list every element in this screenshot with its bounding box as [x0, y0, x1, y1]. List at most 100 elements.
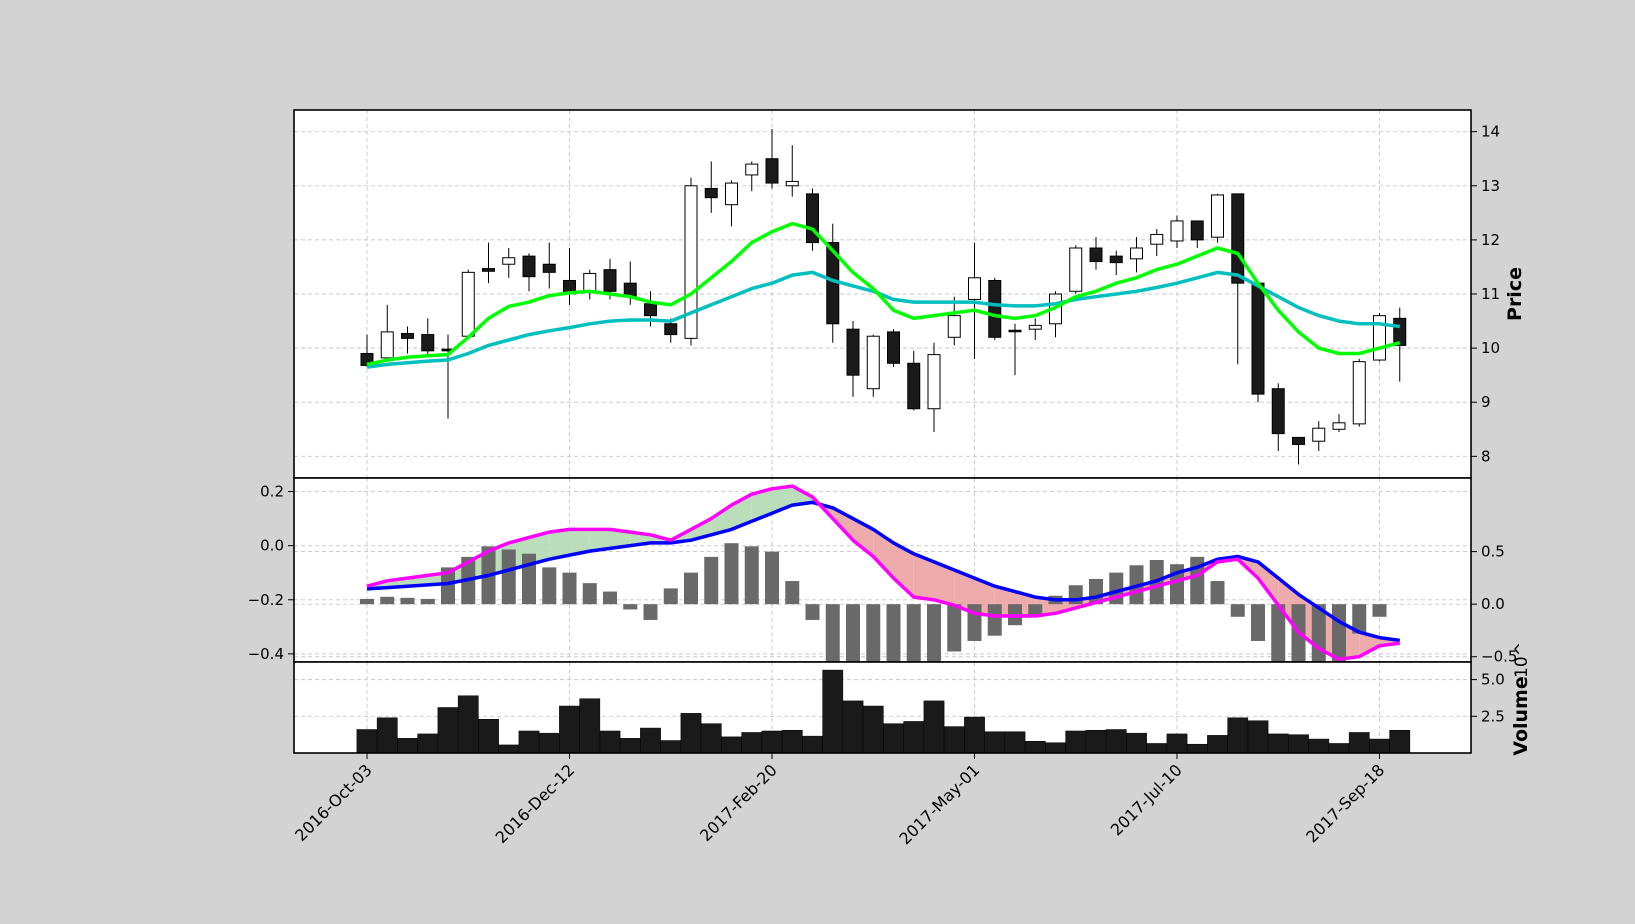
- candle-down: [1231, 193, 1245, 284]
- volume-bar: [802, 735, 823, 754]
- volume-bar: [842, 700, 864, 754]
- macd-histogram-bar: [684, 572, 698, 605]
- macd-histogram-bar: [360, 598, 374, 605]
- macd-histogram-bar: [1230, 604, 1245, 617]
- macd-fill-positive: [549, 529, 570, 560]
- candle-down: [1271, 388, 1285, 435]
- candle-up: [502, 257, 516, 265]
- candle-up: [1211, 194, 1224, 238]
- candle-up: [725, 182, 738, 206]
- volume-bar: [1146, 743, 1168, 754]
- signal-line: [366, 500, 1401, 643]
- macd-histogram-bar: [987, 604, 1002, 636]
- volume-bar: [822, 669, 844, 754]
- price-tick-label: 10: [1481, 339, 1500, 357]
- macd-left-tick-label: −0.2: [248, 591, 284, 609]
- volume-bar: [1166, 733, 1188, 754]
- volume-bar: [619, 738, 641, 754]
- price-panel: 8 9 10 11 12 13 14 Price: [293, 109, 1526, 479]
- candle-down: [887, 331, 900, 364]
- macd-histogram-bar: [724, 543, 739, 605]
- candle-down: [401, 333, 414, 339]
- candle-up: [1069, 247, 1083, 292]
- volume-bar: [1348, 732, 1370, 754]
- candle-down: [1251, 282, 1265, 395]
- volume-bar: [457, 695, 479, 754]
- volume-bar: [1227, 717, 1249, 754]
- candle-down: [704, 187, 718, 199]
- volume-bar: [1308, 738, 1330, 754]
- macd-left-tick-label: 0.2: [260, 483, 284, 501]
- macd-histogram-bar: [744, 546, 759, 605]
- macd-fill-negative: [893, 542, 914, 598]
- macd-histogram-bar: [825, 604, 840, 668]
- volume-bar: [781, 730, 803, 754]
- candle-up: [968, 277, 981, 300]
- volume-bar: [1389, 730, 1411, 754]
- candle-down: [603, 269, 617, 292]
- volume-bar: [923, 700, 945, 754]
- candle-up: [947, 315, 961, 338]
- volume-bar: [862, 705, 884, 754]
- candle-down: [988, 279, 1002, 338]
- candle-down: [1190, 220, 1204, 241]
- candle-up: [684, 185, 698, 339]
- x-tick-label: 2017-May-01: [895, 760, 983, 848]
- volume-bar: [660, 740, 682, 754]
- macd-fill-positive: [610, 529, 631, 549]
- macd-histogram-bar: [562, 572, 577, 605]
- volume-bar: [437, 707, 459, 754]
- volume-bar: [518, 730, 540, 754]
- volume-bar: [538, 732, 560, 754]
- price-axis-label: Price: [1504, 267, 1526, 321]
- macd-right-tick-label: −0.5: [1481, 648, 1517, 666]
- candle-up: [1170, 220, 1184, 242]
- volume-bar: [943, 726, 965, 754]
- macd-histogram-bar: [1210, 581, 1225, 605]
- volume-bar: [741, 732, 763, 754]
- volume-bar: [1085, 730, 1107, 754]
- candle-up: [745, 163, 759, 176]
- macd-histogram-bar: [947, 604, 962, 652]
- x-tick-label: 2016-Dec-12: [492, 760, 579, 847]
- volume-bar: [356, 729, 378, 754]
- volume-bar: [1267, 733, 1289, 754]
- macd-histogram-bar: [1372, 604, 1387, 617]
- volume-bar: [1328, 743, 1350, 754]
- macd-histogram-bar: [420, 598, 435, 605]
- candle-down: [1089, 247, 1103, 263]
- candle-up: [785, 180, 799, 187]
- volume-bar: [1024, 741, 1046, 754]
- macd-histogram-bar: [1332, 604, 1346, 662]
- price-tick-label: 8: [1481, 447, 1491, 465]
- macd-histogram-bar: [501, 549, 516, 605]
- volume-bar: [1288, 734, 1309, 754]
- macd-fill-negative: [913, 553, 934, 600]
- macd-left-tick-label: −0.4: [248, 645, 284, 663]
- macd-histogram-bar: [1291, 604, 1306, 680]
- candle-down: [482, 268, 495, 272]
- macd-histogram-bar: [663, 588, 678, 605]
- candle-up: [583, 272, 597, 292]
- macd-fill-positive: [751, 488, 772, 522]
- macd-histogram-bar: [542, 567, 557, 605]
- macd-fill-negative: [954, 570, 975, 614]
- volume-bar: [559, 705, 580, 754]
- macd-histogram-bar: [603, 591, 617, 605]
- volume-bar: [1247, 720, 1269, 754]
- volume-exponent-label: 10^: [1512, 642, 1532, 678]
- macd-histogram-bar: [441, 567, 455, 605]
- price-tick-label: 14: [1481, 123, 1500, 141]
- macd-histogram-bar: [765, 551, 779, 605]
- macd-histogram-bar: [522, 553, 536, 605]
- volume-tick-label: 5.0: [1481, 671, 1505, 689]
- candle-down: [542, 263, 556, 273]
- volume-bar: [1105, 729, 1127, 754]
- ma-fast-line: [366, 221, 1401, 367]
- macd-fill-positive: [792, 486, 813, 506]
- volume-bar: [1045, 742, 1066, 754]
- candle-up: [927, 354, 941, 410]
- macd-histogram-bar: [380, 596, 395, 605]
- volume-bar: [397, 738, 418, 754]
- macd-histogram-bar: [582, 583, 597, 605]
